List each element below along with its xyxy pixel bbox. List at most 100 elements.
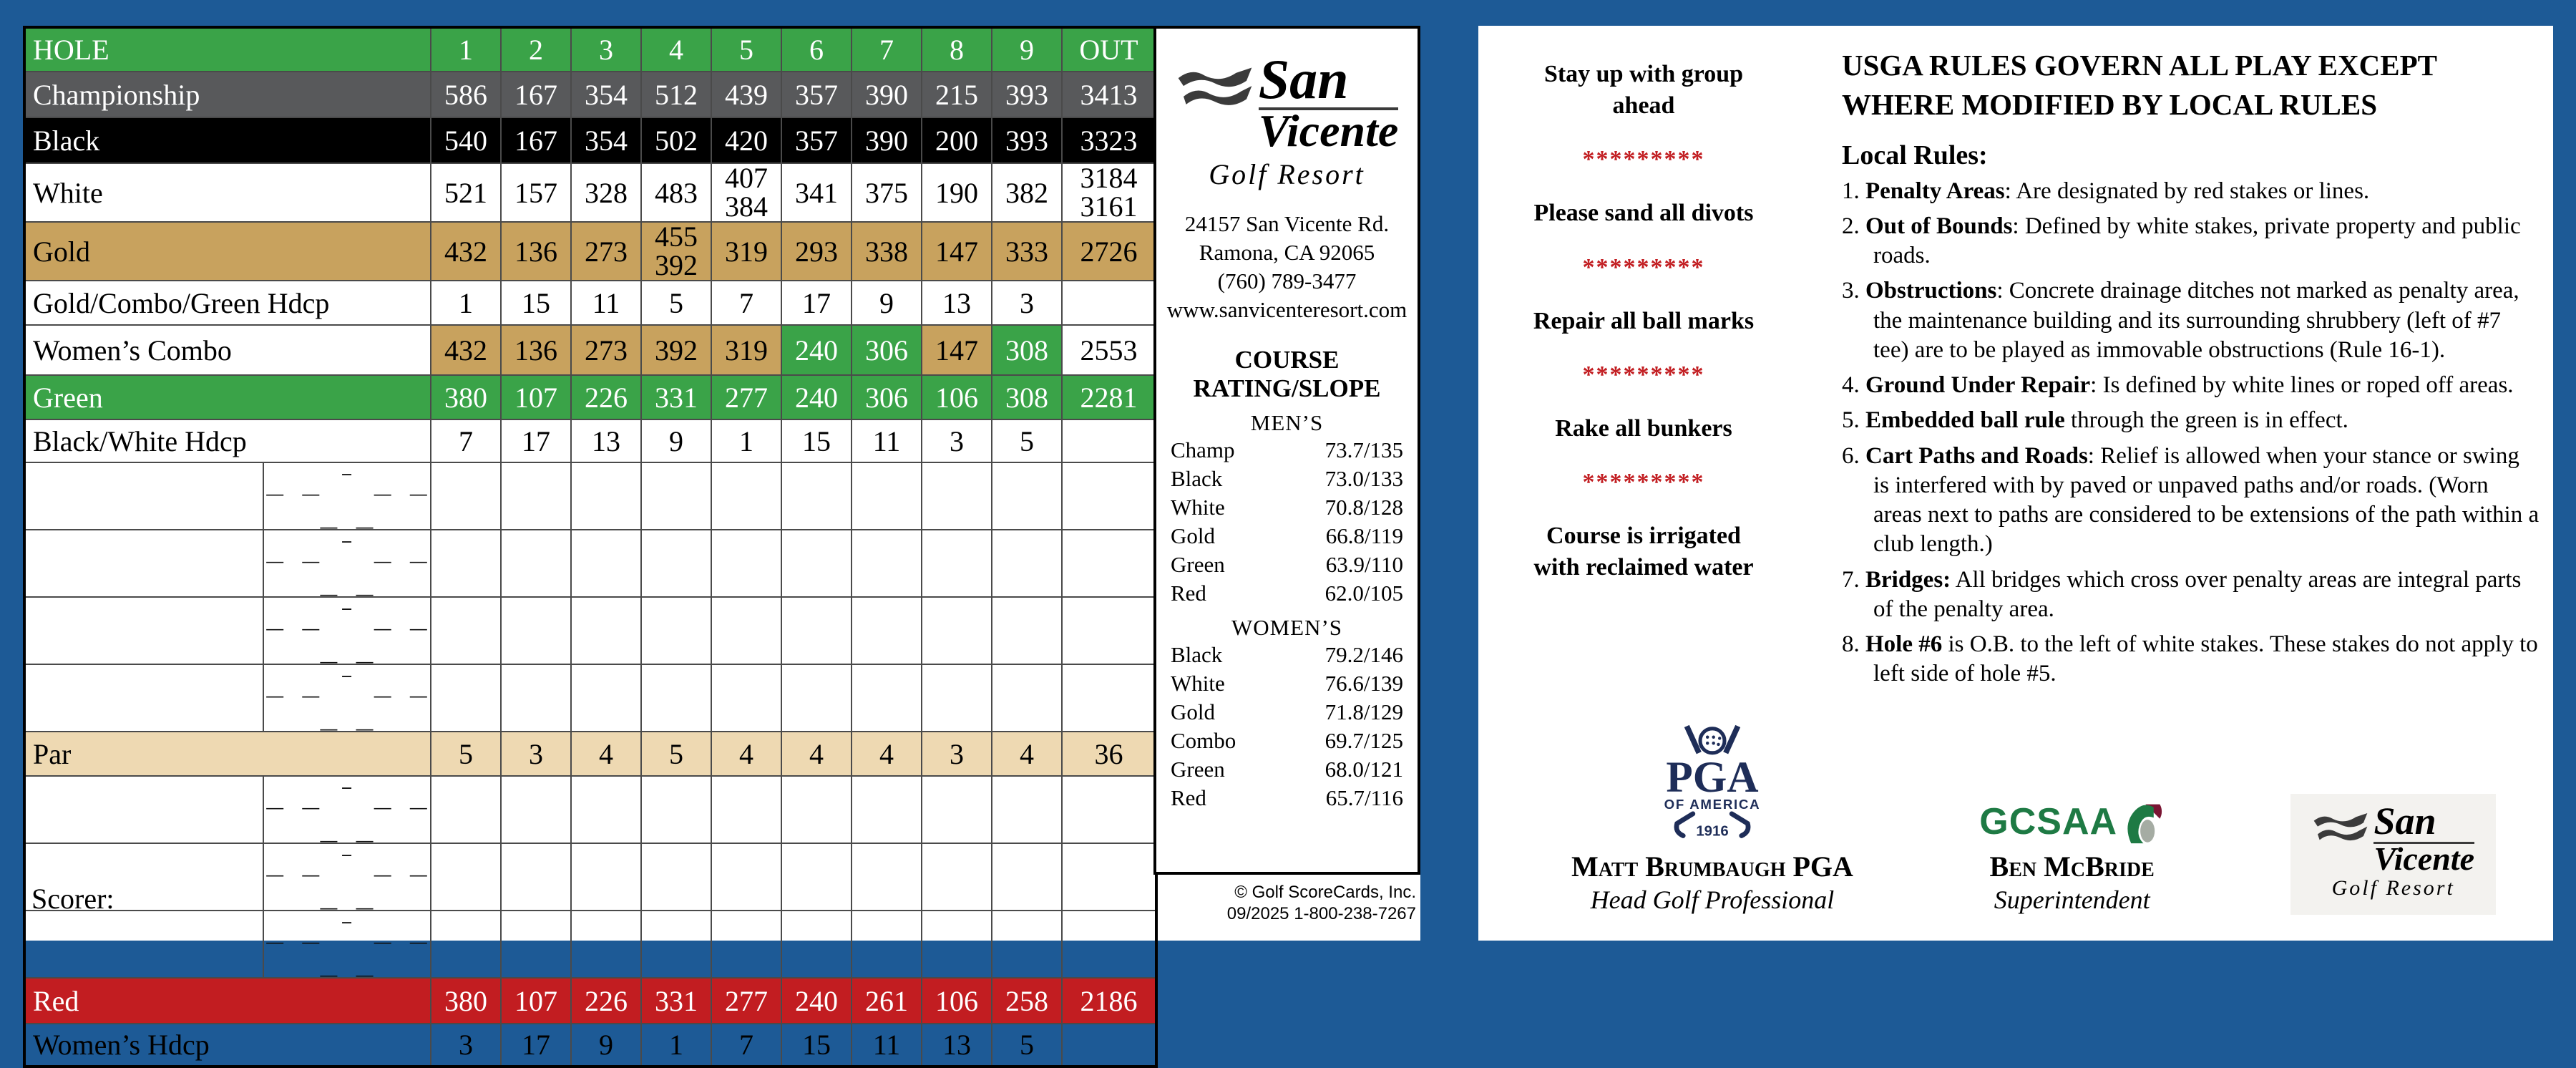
out-total-cell: 2726 <box>1061 221 1158 281</box>
tee-name: Green <box>1171 552 1225 578</box>
etiquette-item: Rake all bunkers <box>1555 414 1732 442</box>
out-total-cell: 3413 <box>1061 71 1158 118</box>
website-link[interactable]: www.sanvicenteresort.com <box>1166 296 1407 322</box>
out-total-cell: 36 <box>1061 731 1158 777</box>
handicap-cell: 15 <box>500 280 572 326</box>
pga-of-america-logo-icon: PGA OF AMERICA 1916 <box>1664 724 1760 839</box>
logo-name-top: San <box>2373 800 2436 843</box>
player-name-cell <box>24 843 264 911</box>
table-row-player-blank: _ _ ⁻ _ _ _ _ <box>24 910 1158 979</box>
score-cell <box>500 910 572 979</box>
score-cell <box>570 462 643 530</box>
score-cell <box>430 843 502 911</box>
score-cell <box>991 529 1063 598</box>
yardage-cell: 390 <box>851 71 923 118</box>
yardage-cell: 331 <box>640 977 713 1024</box>
wave-flags-icon <box>2314 813 2368 841</box>
out-total-cell <box>1061 843 1158 911</box>
rating-value: 73.0/133 <box>1324 466 1403 492</box>
par-cell: 4 <box>711 731 783 777</box>
yardage-cell: 483 <box>640 162 713 223</box>
table-row-player-blank: _ _ ⁻ _ _ _ _ <box>24 596 1158 665</box>
yardage-cell: 277 <box>711 977 783 1024</box>
course-info-sidebar: San Vicente Golf Resort 24157 San Vicent… <box>1153 26 1420 875</box>
rule-number: 1. <box>1842 178 1860 204</box>
rule-item: 5. Embedded ball rule through the green … <box>1842 406 2540 435</box>
table-row-player-blank: _ _ ⁻ _ _ _ _ <box>24 775 1158 844</box>
score-cell <box>851 775 923 844</box>
yardage-cell: 261 <box>851 977 923 1024</box>
handicap-cell: 1 <box>711 419 783 463</box>
row-label: Women’s Combo <box>23 324 432 376</box>
etiquette-item: Repair all ball marks <box>1533 307 1755 334</box>
score-cell <box>851 910 923 979</box>
rating-row: White 76.6/139 <box>1156 669 1418 698</box>
score-cell <box>711 843 783 911</box>
out-total-cell <box>1061 462 1158 530</box>
score-cell <box>991 596 1063 665</box>
rule-text: : Concrete drainage ditches not marked a… <box>1873 278 2519 363</box>
yardage-cell: 328 <box>570 162 643 223</box>
table-row-womens-hdcp: Women’s Hdcp 3 17 9 1 7 15 11 13 5 <box>23 1023 1158 1067</box>
rule-item: 1. Penalty Areas: Are designated by red … <box>1842 177 2540 206</box>
tee-name: Gold <box>1171 523 1215 549</box>
rule-number: 2. <box>1842 213 1860 239</box>
row-label: Black/White Hdcp <box>23 419 432 463</box>
rating-row: Gold 66.8/119 <box>1156 522 1418 550</box>
rule-bold: Penalty Areas <box>1865 178 2005 204</box>
pga-logo-year: 1916 <box>1696 823 1728 839</box>
score-cell <box>640 775 713 844</box>
table-row-black: Black 540 167 354 502 420 357 390 200 39… <box>23 117 1158 164</box>
score-cell <box>640 462 713 530</box>
rule-text: through the green is in effect. <box>2064 407 2348 434</box>
yardage-cell: 306 <box>851 374 923 420</box>
yardage-cell: 157 <box>500 162 572 223</box>
score-cell <box>921 529 993 598</box>
rating-row: Gold 71.8/129 <box>1156 698 1418 727</box>
asterisk-divider: ********* <box>1582 468 1705 495</box>
yardage-cell: 273 <box>570 221 643 281</box>
rating-value: 62.0/105 <box>1324 581 1403 606</box>
score-cell <box>851 462 923 530</box>
row-label: Gold <box>23 221 432 281</box>
copyright-block: © Golf ScoreCards, Inc. 09/2025 1-800-23… <box>1153 882 1420 925</box>
yardage-cell: 331 <box>640 374 713 420</box>
rule-bold: Hole #6 <box>1865 631 1943 658</box>
yardage-cell: 319 <box>711 221 783 281</box>
rating-value: 65.7/116 <box>1325 785 1403 811</box>
out-total-cell: 2186 <box>1061 977 1158 1024</box>
yardage-cell: 240 <box>781 977 853 1024</box>
score-cell <box>430 910 502 979</box>
row-label: White <box>23 162 432 223</box>
score-cell <box>921 775 993 844</box>
score-cell <box>991 843 1063 911</box>
staff-credits-row: PGA OF AMERICA 1916 Matt Brumbaugh PGA H… <box>1478 724 2553 915</box>
tee-name: Red <box>1171 581 1206 606</box>
hole-header-label: HOLE <box>23 26 432 72</box>
logo-subtitle: Golf Resort <box>2331 876 2455 900</box>
yardage-cell: 380 <box>430 374 502 420</box>
rule-text: : Relief is allowed when your stance or … <box>1873 442 2540 558</box>
phone: (760) 789-3477 <box>1217 268 1357 293</box>
asterisk-divider: ********* <box>1582 146 1705 173</box>
rating-value: 76.6/139 <box>1324 671 1403 696</box>
yardage-cell: 277 <box>711 374 783 420</box>
gcsaa-credit-block: GCSAA Ben McBride Superintendent <box>1979 798 2165 915</box>
rating-slope-title: COURSE RATING/SLOPE <box>1193 345 1381 403</box>
par-cell: 5 <box>640 731 713 777</box>
rule-item: 3. Obstructions: Concrete drainage ditch… <box>1842 276 2540 365</box>
hole-number-cell: 1 <box>430 26 502 72</box>
rule-bold: Bridges: <box>1865 566 1951 593</box>
par-cell: 4 <box>851 731 923 777</box>
yardage-cell: 341 <box>781 162 853 223</box>
table-row-hole-header: HOLE 1 2 3 4 5 6 7 8 9 OUT <box>23 26 1158 72</box>
rating-row: Green 63.9/110 <box>1156 550 1418 579</box>
player-name-cell <box>24 664 264 732</box>
score-cell <box>711 596 783 665</box>
score-cell <box>500 775 572 844</box>
yardage-cell: 136 <box>500 221 572 281</box>
rating-value: 68.0/121 <box>1324 757 1403 782</box>
table-row-par: Par 5 3 4 5 4 4 4 3 4 36 <box>23 731 1158 777</box>
score-cell <box>921 596 993 665</box>
yardage-cell: 215 <box>921 71 993 118</box>
